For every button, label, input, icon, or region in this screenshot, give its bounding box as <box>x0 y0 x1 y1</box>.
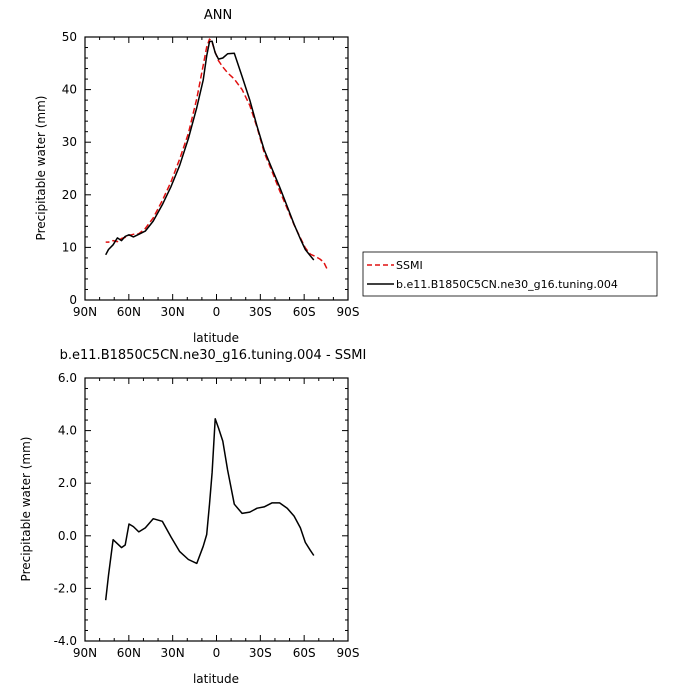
top-chart-ylabel: Precipitable water (mm) <box>34 96 48 241</box>
top-chart-series <box>105 38 328 269</box>
top-chart-axes: 90N 60N 30N 0 30S 60S 90S 0 10 20 30 40 50 <box>62 30 360 319</box>
top-x-tick-label: 30S <box>249 305 272 319</box>
bottom-chart-xlabel: latitude <box>193 672 239 686</box>
bottom-y-tick-label: -4.0 <box>54 634 77 648</box>
bottom-y-tick-label: 4.0 <box>58 424 77 438</box>
bottom-plot-frame <box>84 377 349 642</box>
top-x-tick-label: 0 <box>213 305 221 319</box>
top-x-tick-label: 90S <box>337 305 360 319</box>
legend: SSMI b.e11.B1850C5CN.ne30_g16.tuning.004 <box>362 251 658 297</box>
bottom-chart-title: b.e11.B1850C5CN.ne30_g16.tuning.004 - SS… <box>60 348 367 363</box>
bottom-x-tick-label: 90N <box>73 646 97 660</box>
bottom-y-tick-label: 0.0 <box>58 529 77 543</box>
bottom-y-tick-label: 2.0 <box>58 476 77 490</box>
legend-box <box>362 251 658 297</box>
top-y-tick-label: 10 <box>62 240 77 254</box>
top-chart-xlabel: latitude <box>193 331 239 345</box>
bottom-chart-series <box>104 418 315 601</box>
top-y-tick-label: 40 <box>62 83 77 97</box>
bottom-chart-axes: 90N 60N 30N 0 30S 60S 90S -4.0 -2.0 0.0 2.0 4.0 6.0 <box>54 371 360 660</box>
bottom-series-line-difference <box>104 418 315 601</box>
bottom-x-tick-label: 60S <box>293 646 316 660</box>
top-y-tick-label: 0 <box>69 293 77 307</box>
top-x-tick-label: 60N <box>117 305 141 319</box>
legend-label-model: b.e11.B1850C5CN.ne30_g16.tuning.004 <box>396 278 618 291</box>
top-x-tick-label: 30N <box>161 305 185 319</box>
top-y-tick-label: 20 <box>62 188 77 202</box>
bottom-x-tick-label: 0 <box>213 646 221 660</box>
bottom-x-tick-label: 90S <box>337 646 360 660</box>
top-chart-title: ANN <box>204 8 232 23</box>
top-x-tick-label: 60S <box>293 305 316 319</box>
top-series-line-b-e11-b1850c5cn-ne30-g16-tuning-004 <box>105 40 315 261</box>
bottom-x-tick-label: 30N <box>161 646 185 660</box>
top-y-tick-label: 50 <box>62 30 77 44</box>
bottom-chart-panel: b.e11.B1850C5CN.ne30_g16.tuning.004 - SS… <box>19 348 366 686</box>
top-x-tick-label: 90N <box>73 305 97 319</box>
top-chart-panel: ANN Precipitable water (mm) latitude 90N… <box>34 8 359 345</box>
bottom-y-tick-label: 6.0 <box>58 371 77 385</box>
top-y-tick-label: 30 <box>62 135 77 149</box>
bottom-x-tick-label: 60N <box>117 646 141 660</box>
bottom-y-tick-label: -2.0 <box>54 581 77 595</box>
bottom-chart-ylabel: Precipitable water (mm) <box>19 437 33 582</box>
bottom-x-tick-label: 30S <box>249 646 272 660</box>
legend-label-ssmi: SSMI <box>396 259 423 272</box>
top-plot-frame <box>84 36 349 301</box>
